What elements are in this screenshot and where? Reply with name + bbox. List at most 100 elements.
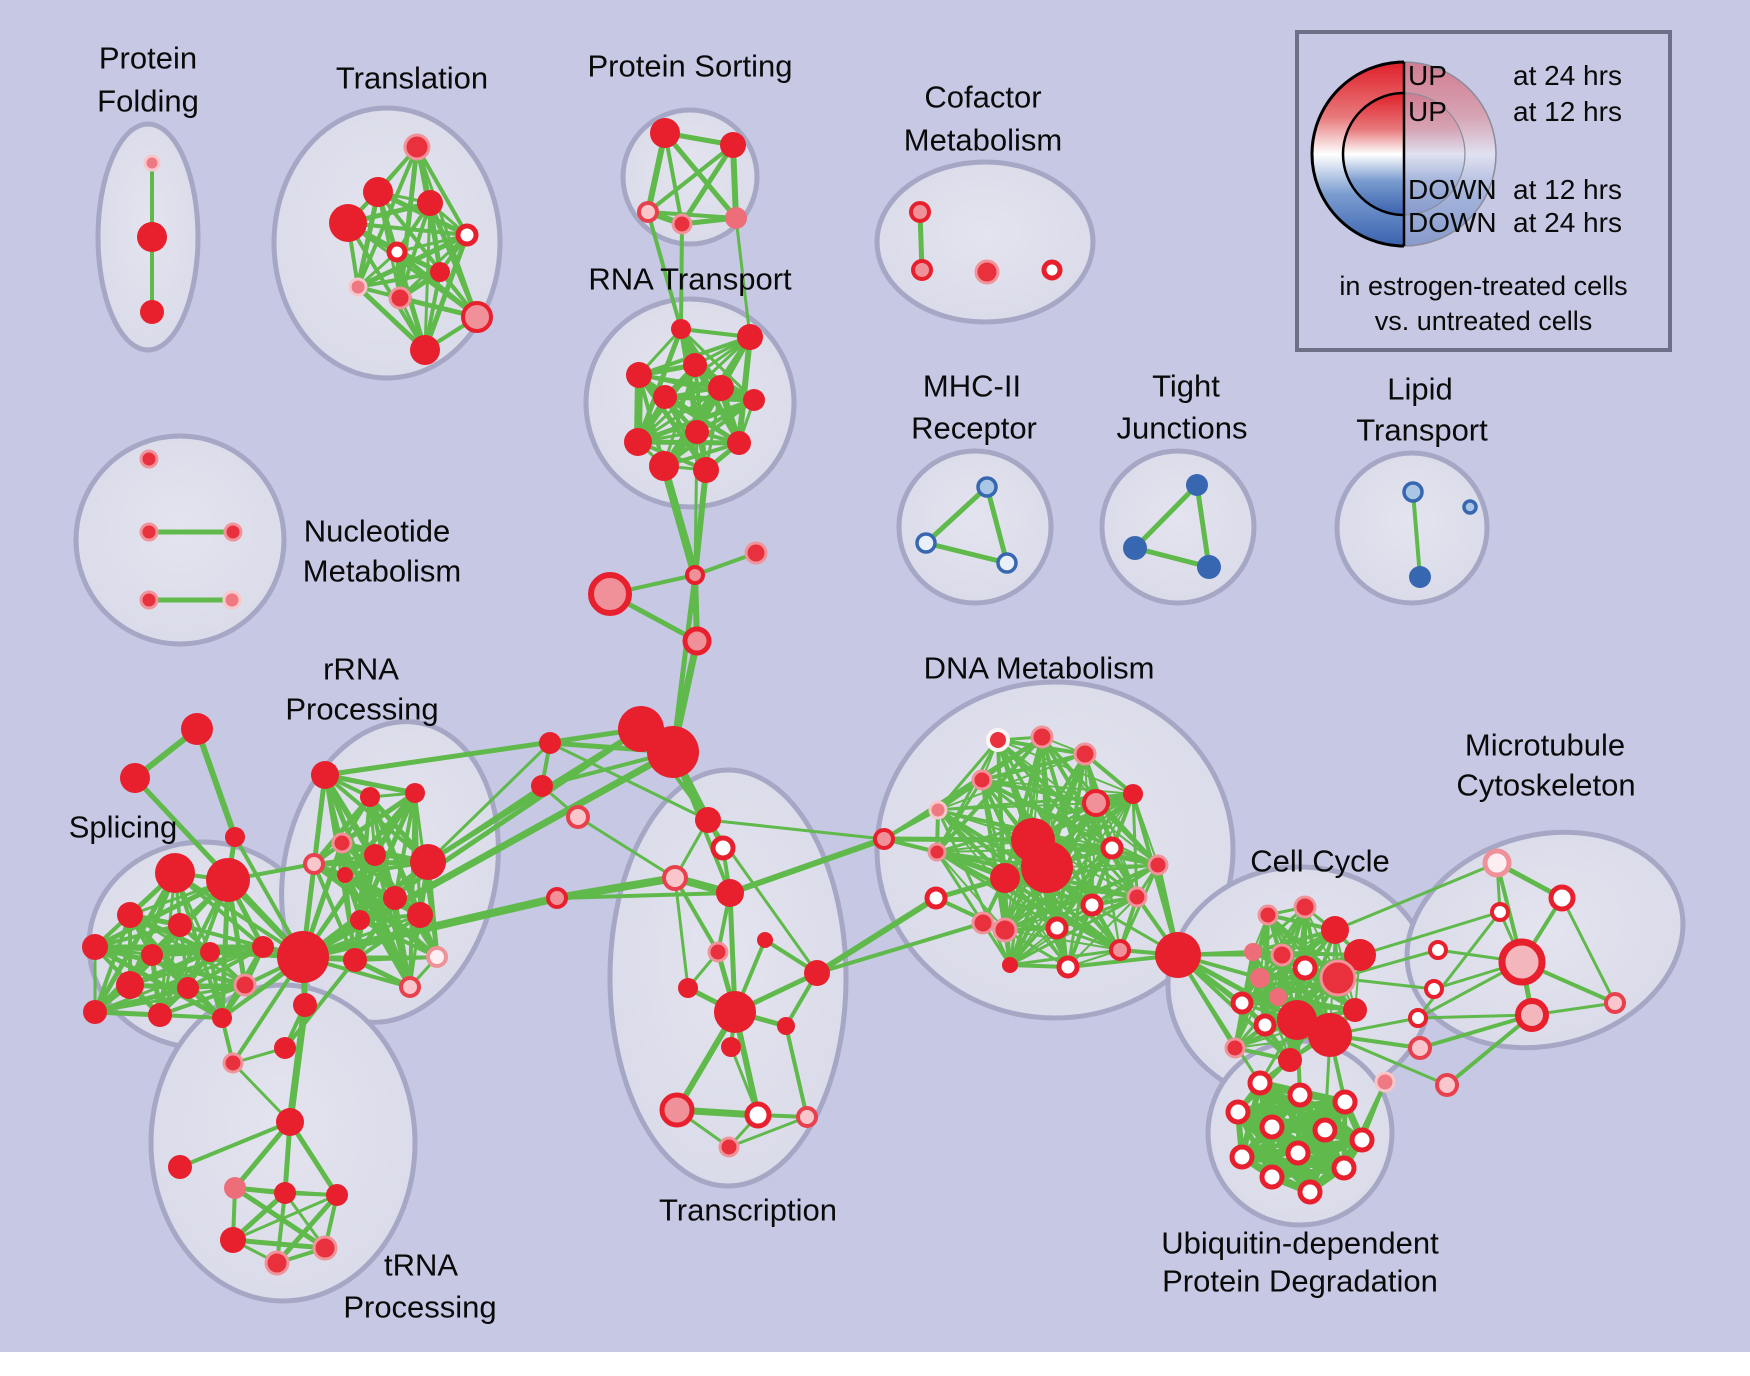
node-ubq-5[interactable] <box>1312 1117 1338 1143</box>
node-nuc-3[interactable] <box>139 590 159 610</box>
node-txn-2[interactable] <box>662 865 688 891</box>
node-link-0[interactable] <box>685 565 705 585</box>
node-spl-5[interactable] <box>141 944 163 966</box>
node-txn-13[interactable] <box>796 1106 818 1128</box>
node-rrna-4[interactable] <box>303 853 325 875</box>
node-cof-3[interactable] <box>1041 259 1063 281</box>
node-rnat-4[interactable] <box>708 375 734 401</box>
node-lip-0[interactable] <box>1402 481 1424 503</box>
node-link-13[interactable] <box>1424 979 1444 999</box>
node-cof-0[interactable] <box>909 201 931 223</box>
node-link-19[interactable] <box>225 827 245 847</box>
node-rrna-1[interactable] <box>360 787 380 807</box>
node-nuc-4[interactable] <box>222 590 242 610</box>
node-tln-5[interactable] <box>386 241 408 263</box>
node-txn-12[interactable] <box>744 1101 772 1129</box>
node-link-7[interactable] <box>531 775 553 797</box>
node-rrna-13[interactable] <box>426 946 448 968</box>
node-tln-1[interactable] <box>363 177 393 207</box>
node-dna-2[interactable] <box>1073 742 1097 766</box>
node-link-10[interactable] <box>873 828 895 850</box>
node-dna-16[interactable] <box>1109 939 1131 961</box>
node-mt-2[interactable] <box>1490 902 1510 922</box>
node-tj-2[interactable] <box>1197 555 1221 579</box>
node-spl-8[interactable] <box>116 971 144 999</box>
node-dna-14[interactable] <box>992 917 1018 943</box>
node-cc-10[interactable] <box>1269 988 1287 1006</box>
node-rrna-7[interactable] <box>410 844 446 880</box>
node-rnat-0[interactable] <box>671 319 691 339</box>
node-rnat-2[interactable] <box>683 353 707 377</box>
node-dna-19[interactable] <box>1126 886 1148 908</box>
node-rnat-10[interactable] <box>649 451 679 481</box>
node-spl-7[interactable] <box>252 936 274 958</box>
node-txn-14[interactable] <box>718 1136 740 1158</box>
node-link-5[interactable] <box>647 726 699 778</box>
node-tln-2[interactable] <box>417 190 443 216</box>
node-rrna-11[interactable] <box>277 931 329 983</box>
node-tln-7[interactable] <box>348 277 368 297</box>
node-rrna-3[interactable] <box>331 832 353 854</box>
node-ubq-11[interactable] <box>1297 1179 1323 1205</box>
node-rrna-0[interactable] <box>311 761 339 789</box>
node-mt-4[interactable] <box>1515 998 1549 1032</box>
node-dna-10[interactable] <box>990 863 1020 893</box>
node-tln-10[interactable] <box>410 335 440 365</box>
node-trna-4[interactable] <box>168 1155 192 1179</box>
node-cc-5[interactable] <box>1344 939 1376 971</box>
node-spl-11[interactable] <box>83 1000 107 1024</box>
node-txn-1[interactable] <box>710 835 736 861</box>
node-txn-6[interactable] <box>678 978 698 998</box>
node-dna-18[interactable] <box>1002 957 1018 973</box>
node-trna-0[interactable] <box>222 1052 244 1074</box>
node-ubq-1[interactable] <box>1287 1082 1313 1108</box>
node-tj-0[interactable] <box>1186 474 1208 496</box>
node-rrna-10[interactable] <box>407 902 433 928</box>
node-rnat-3[interactable] <box>626 362 652 388</box>
node-cc-4[interactable] <box>1270 943 1294 967</box>
node-cc-11[interactable] <box>1253 1013 1277 1037</box>
node-cc-14[interactable] <box>1224 1037 1246 1059</box>
node-rnat-7[interactable] <box>685 420 709 444</box>
node-nuc-2[interactable] <box>223 522 243 542</box>
node-dna-15[interactable] <box>1045 916 1069 940</box>
node-txn-4[interactable] <box>757 932 773 948</box>
node-rrna-5[interactable] <box>364 844 386 866</box>
node-rrna-8[interactable] <box>383 886 407 910</box>
node-psort-2[interactable] <box>637 201 659 223</box>
node-mt-3[interactable] <box>1498 938 1546 986</box>
node-trna-10[interactable] <box>264 1250 290 1276</box>
node-rnat-5[interactable] <box>653 385 677 409</box>
node-ubq-3[interactable] <box>1225 1099 1251 1125</box>
node-mt-1[interactable] <box>1548 884 1576 912</box>
node-ubq-4[interactable] <box>1259 1114 1285 1140</box>
node-trna-5[interactable] <box>224 1177 246 1199</box>
node-cc-15[interactable] <box>1278 1048 1302 1072</box>
node-txn-11[interactable] <box>659 1092 695 1128</box>
node-nuc-0[interactable] <box>139 449 159 469</box>
node-cc-7[interactable] <box>1292 955 1318 981</box>
node-txn-5[interactable] <box>707 941 729 963</box>
node-spl-2[interactable] <box>117 902 143 928</box>
node-psort-4[interactable] <box>725 207 747 229</box>
node-ubq-7[interactable] <box>1229 1144 1255 1170</box>
node-cc-2[interactable] <box>1321 916 1349 944</box>
node-rrna-9[interactable] <box>350 910 370 930</box>
node-ubq-10[interactable] <box>1331 1155 1357 1181</box>
node-link-16[interactable] <box>1374 1071 1396 1093</box>
node-mhc-0[interactable] <box>976 476 998 498</box>
node-psort-1[interactable] <box>720 132 746 158</box>
node-rnat-1[interactable] <box>737 324 763 350</box>
node-link-1[interactable] <box>744 541 768 565</box>
node-link-17[interactable] <box>181 713 213 745</box>
node-rnat-6[interactable] <box>743 389 765 411</box>
node-txn-8[interactable] <box>804 960 830 986</box>
node-link-6[interactable] <box>539 732 561 754</box>
node-dna-11[interactable] <box>1100 836 1124 860</box>
node-dna-3[interactable] <box>971 769 993 791</box>
node-link-21[interactable] <box>971 911 995 935</box>
node-link-2[interactable] <box>588 572 632 616</box>
node-rrna-14[interactable] <box>399 976 421 998</box>
node-cc-16[interactable] <box>1343 998 1367 1022</box>
node-ubq-2[interactable] <box>1332 1089 1358 1115</box>
